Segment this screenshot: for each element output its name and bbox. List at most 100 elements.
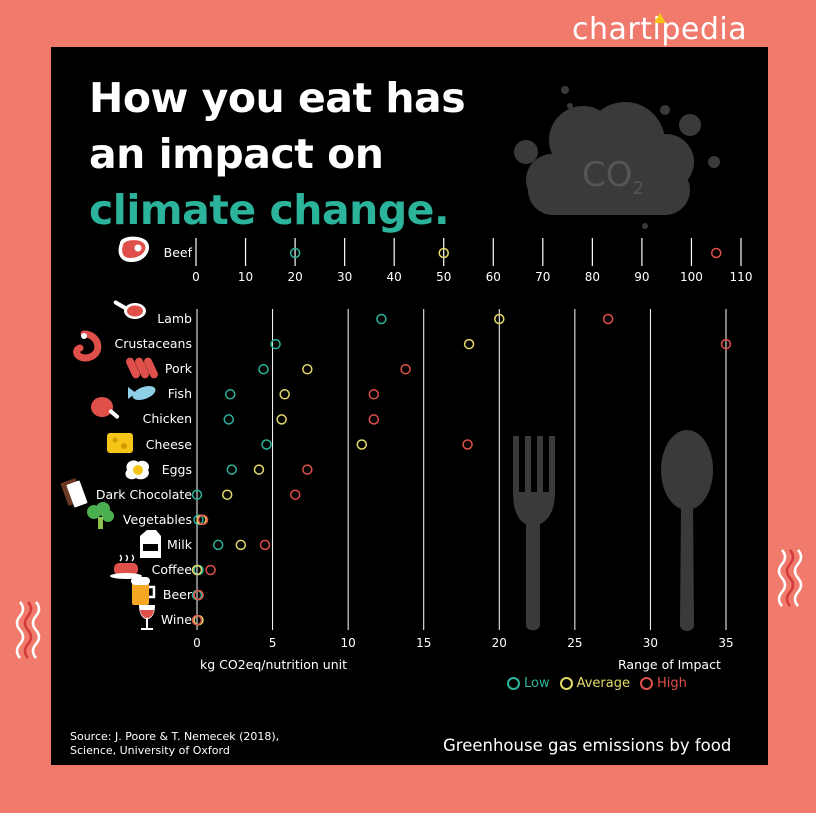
point-cheese-low [261, 439, 272, 450]
category-label-cheese: Cheese [145, 436, 192, 452]
title-line-1: How you eat has [89, 74, 466, 122]
beef-point-high [710, 247, 722, 259]
page-title: How you eat has an impact on climate cha… [89, 70, 466, 238]
beef-tick-label-90: 90 [634, 270, 650, 284]
category-label-eggs: Eggs [161, 461, 192, 477]
average-ring-icon [559, 677, 573, 690]
point-coffee-high [205, 564, 216, 576]
x-tick-label-20: 20 [491, 636, 507, 650]
category-label-chicken: Chicken [142, 411, 192, 427]
title-line-2: an impact on [89, 130, 384, 178]
x-tick-label-15: 15 [416, 636, 432, 650]
legend-item-low: Low [507, 676, 550, 691]
category-label-wine: Wine [160, 612, 192, 628]
point-eggs-high [302, 464, 313, 475]
point-fish-average [279, 389, 290, 400]
legend-item-high: High [640, 676, 687, 691]
point-cheese-average [356, 439, 367, 450]
beef-tick-label-0: 0 [192, 270, 200, 284]
footer-title: Greenhouse gas emissions by food [443, 736, 732, 755]
chocolate-bar-icon [60, 478, 88, 508]
point-crustaceans-low [270, 338, 281, 350]
source-line-1: Source: J. Poore & T. Nemecek (2018), [70, 730, 280, 743]
point-pork-high [400, 363, 411, 375]
x-axis-title: kg CO2eq/nutrition unit [200, 657, 347, 672]
beef-tick-label-80: 80 [584, 270, 600, 284]
beef-tick-label-70: 70 [535, 270, 551, 284]
point-milk-average [235, 539, 247, 551]
beef-tick-label-60: 60 [485, 270, 501, 284]
point-beer-high [193, 589, 204, 601]
legend-label-average: Average [576, 676, 630, 691]
lamb-chop-icon [113, 300, 146, 319]
point-milk-low [212, 539, 224, 551]
co2-cloud-label: CO2 [582, 155, 644, 199]
wine-glass-icon [139, 605, 155, 630]
shrimp-icon [73, 330, 102, 362]
point-crustaceans-average [463, 338, 475, 350]
point-chicken-average [276, 414, 287, 425]
point-eggs-average [253, 464, 265, 475]
broccoli-icon [87, 502, 114, 529]
beef-tick-label-50: 50 [436, 270, 452, 284]
sausages-icon [126, 357, 158, 379]
point-pork-low [258, 363, 269, 375]
milk-carton-icon [140, 530, 161, 558]
beef-tick-label-110: 110 [729, 270, 753, 284]
legend-title: Range of Impact [618, 657, 721, 672]
point-wine-high [191, 614, 203, 626]
legend-label-low: Low [524, 676, 550, 691]
x-tick-label-5: 5 [268, 636, 277, 650]
beef-point-low [289, 247, 301, 259]
x-tick-label-30: 30 [642, 636, 659, 650]
source-line-2: Science, University of Oxford [70, 744, 230, 757]
category-label-fish: Fish [167, 386, 192, 402]
point-lamb-average [494, 313, 505, 325]
source-note: Source: J. Poore & T. Nemecek (2018), Sc… [70, 730, 279, 758]
category-label-lamb: Lamb [157, 311, 192, 326]
low-ring-icon [507, 677, 520, 690]
steak-icon [118, 236, 150, 263]
point-chicken-high [368, 414, 380, 425]
x-tick-label-10: 10 [340, 636, 356, 650]
x-tick-label-25: 25 [567, 636, 583, 650]
co2-cloud-icon [514, 86, 720, 229]
point-coffee-average [191, 564, 203, 576]
egg-icon [125, 460, 150, 480]
beef-tick-label-10: 10 [237, 270, 254, 284]
category-label-crustaceans: Crustaceans [114, 336, 192, 352]
chicken-leg-icon [91, 397, 120, 419]
point-milk-high [259, 539, 271, 551]
point-vegetables-high [197, 514, 209, 526]
point-fish-high [368, 389, 380, 400]
high-ring-icon [640, 677, 653, 690]
category-label-dark-chocolate: Dark Chocolate [95, 486, 192, 502]
beef-tick-label-20: 20 [287, 270, 303, 284]
cheese-icon [107, 433, 133, 453]
title-line-3: climate change. [89, 186, 450, 234]
point-vegetables-low [193, 514, 204, 526]
legend-label-high: High [657, 676, 687, 691]
category-label-milk: Milk [167, 536, 192, 552]
beer-mug-icon [131, 577, 156, 605]
logo-triangle-icon [654, 13, 666, 23]
point-lamb-high [602, 313, 614, 325]
point-dark-chocolate-average [221, 489, 233, 500]
point-crustaceans-high [720, 338, 732, 350]
category-label-pork: Pork [164, 361, 192, 377]
x-tick-label-0: 0 [193, 636, 201, 650]
beef-tick-label-40: 40 [386, 270, 402, 284]
point-dark-chocolate-low [191, 489, 203, 500]
legend-item-average: Average [559, 676, 630, 691]
point-cheese-high [462, 439, 473, 450]
beef-tick-label-100: 100 [680, 270, 703, 284]
category-label-beer: Beer [162, 587, 192, 603]
point-pork-average [302, 363, 313, 375]
point-fish-low [225, 389, 236, 400]
legend: Low Average High [507, 676, 687, 691]
point-lamb-low [376, 313, 387, 325]
